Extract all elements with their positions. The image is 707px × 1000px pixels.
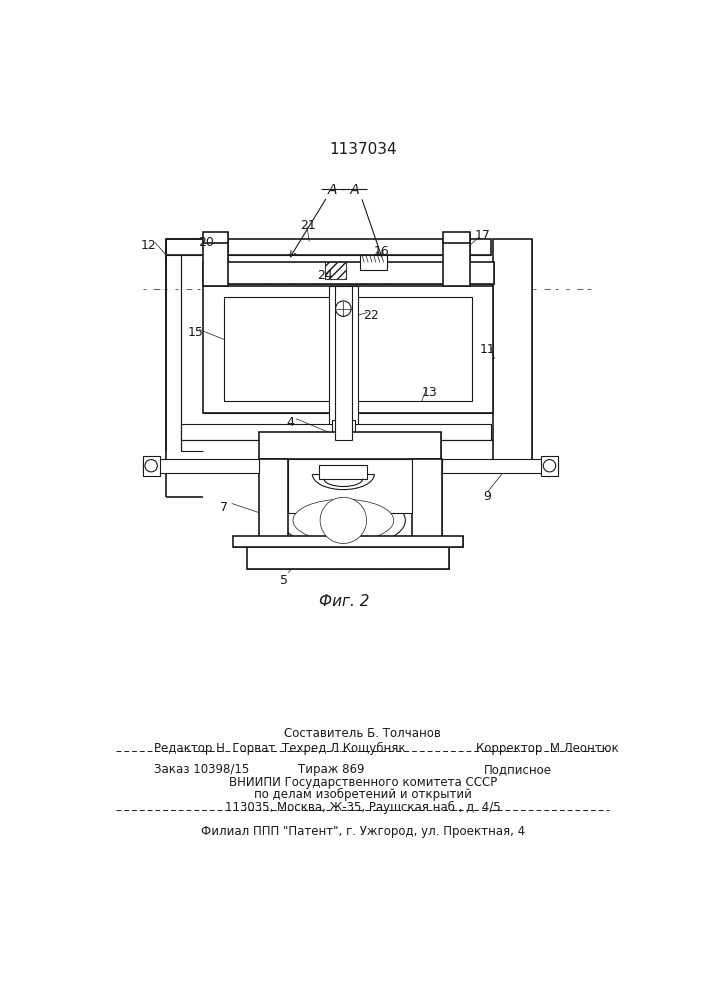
Text: Подписное: Подписное — [484, 763, 551, 776]
Bar — [233, 536, 464, 547]
Text: 17: 17 — [474, 229, 490, 242]
Text: 4: 4 — [286, 416, 294, 429]
Bar — [329, 286, 358, 424]
Bar — [443, 239, 470, 286]
Bar — [325, 262, 346, 279]
Text: A - A: A - A — [328, 183, 361, 197]
Bar — [247, 547, 449, 569]
Bar — [166, 239, 491, 255]
Text: Заказ 10398/15: Заказ 10398/15 — [154, 763, 250, 776]
Text: 20: 20 — [199, 235, 214, 248]
Bar — [143, 456, 160, 476]
Bar — [320, 465, 368, 479]
Bar — [203, 239, 228, 286]
Text: 12: 12 — [141, 239, 157, 252]
Text: 5: 5 — [280, 574, 288, 587]
Text: 24: 24 — [317, 269, 333, 282]
Bar — [412, 459, 442, 559]
Bar — [259, 432, 441, 459]
Text: 16: 16 — [373, 245, 390, 258]
Ellipse shape — [293, 499, 394, 542]
Bar — [259, 459, 288, 559]
Text: 13: 13 — [421, 386, 438, 399]
Circle shape — [543, 460, 556, 472]
Bar — [247, 547, 449, 569]
Text: 1137034: 1137034 — [329, 142, 397, 157]
Text: 7: 7 — [220, 501, 228, 514]
Bar — [493, 239, 532, 470]
Bar — [443, 232, 470, 243]
Circle shape — [145, 460, 158, 472]
Text: 11: 11 — [480, 343, 496, 356]
Bar — [335, 286, 352, 440]
Bar — [224, 297, 472, 401]
Bar — [412, 459, 442, 559]
Bar — [203, 286, 493, 413]
Text: Редактор Н. Горват: Редактор Н. Горват — [154, 742, 276, 755]
Bar — [143, 456, 160, 476]
Text: 21: 21 — [300, 219, 316, 232]
Bar — [541, 456, 558, 476]
Bar — [442, 459, 558, 473]
Bar — [288, 459, 412, 513]
Text: Фиг. 2: Фиг. 2 — [319, 594, 369, 609]
Text: 22: 22 — [363, 309, 379, 322]
Text: ВНИИПИ Государственного комитета СССР: ВНИИПИ Государственного комитета СССР — [228, 776, 497, 789]
Text: Филиал ППП "Патент", г. Ужгород, ул. Проектная, 4: Филиал ППП "Патент", г. Ужгород, ул. Про… — [201, 825, 525, 838]
Bar — [203, 262, 493, 284]
Bar — [325, 262, 346, 279]
Bar — [443, 232, 470, 243]
Bar — [259, 432, 441, 459]
Bar — [493, 239, 532, 470]
Bar — [203, 232, 228, 243]
Bar — [143, 459, 259, 473]
Text: 15: 15 — [187, 326, 204, 339]
Bar — [443, 239, 470, 286]
Text: Корректор  М.Леонтюк: Корректор М.Леонтюк — [476, 742, 619, 755]
Text: Тираж 869: Тираж 869 — [298, 763, 364, 776]
Bar — [203, 239, 228, 286]
Bar — [541, 456, 558, 476]
Text: 9: 9 — [484, 490, 491, 503]
Bar — [332, 420, 355, 434]
Circle shape — [336, 301, 351, 316]
Bar — [203, 262, 493, 284]
Text: 113035, Москва, Ж-35, Раушская наб., д. 4/5: 113035, Москва, Ж-35, Раушская наб., д. … — [225, 801, 501, 814]
Bar — [203, 232, 228, 243]
Ellipse shape — [281, 493, 405, 547]
Text: Техред Л.Кощубняк: Техред Л.Кощубняк — [282, 742, 406, 755]
Circle shape — [320, 497, 367, 544]
Bar — [360, 255, 387, 270]
Text: по делам изобретений и открытий: по делам изобретений и открытий — [254, 788, 472, 801]
Bar — [182, 424, 491, 440]
Text: Составитель Б. Толчанов: Составитель Б. Толчанов — [284, 727, 441, 740]
Bar — [259, 459, 288, 559]
Bar — [233, 536, 464, 547]
